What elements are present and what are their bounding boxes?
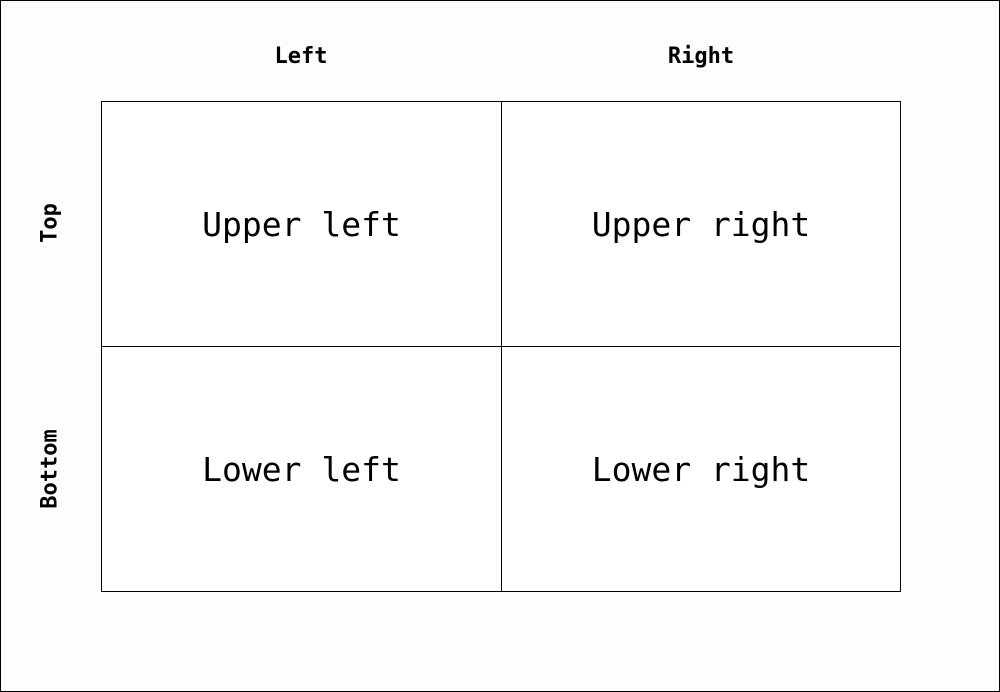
column-header-left: Left (274, 44, 328, 69)
cell-lower-right: Lower right (501, 346, 901, 592)
quadrant-grid: Upper left Upper right Lower left Lower … (101, 101, 901, 592)
cell-lower-right-label: Lower right (591, 449, 811, 489)
cell-upper-left-label: Upper left (202, 204, 401, 244)
row-header-bottom: Bottom (37, 429, 63, 509)
cell-upper-right-label: Upper right (591, 204, 811, 244)
cell-lower-left-label: Lower left (202, 449, 401, 489)
column-header-right: Right (667, 44, 735, 69)
cell-upper-right: Upper right (501, 101, 901, 347)
row-header-top: Top (37, 203, 63, 243)
cell-upper-left: Upper left (101, 101, 502, 347)
cell-lower-left: Lower left (101, 346, 502, 592)
